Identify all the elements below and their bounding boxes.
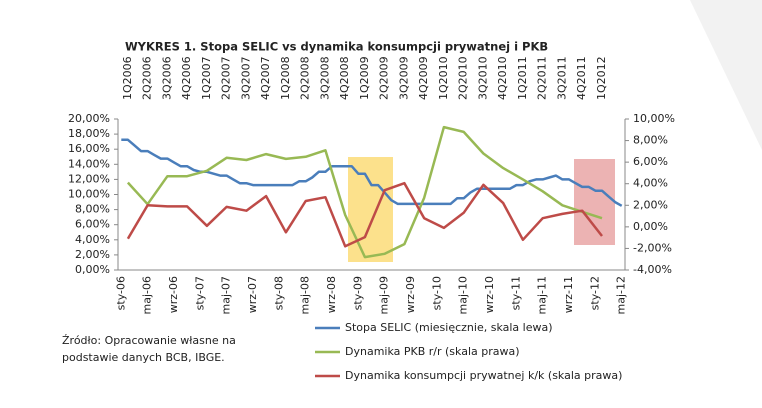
x2-tick-label: 3Q2010 [476,56,489,100]
x-tick-label: wrz-08 [325,276,338,313]
x2-tick-label: 3Q2007 [239,56,252,100]
x2-tick-label: 2Q2009 [378,56,391,100]
x2-tick-label: 1Q2011 [516,56,529,100]
y-tick-label: 0,00% [75,263,110,276]
x2-tick-label: 4Q2009 [417,56,430,100]
x2-tick-label: 2Q2006 [141,56,154,100]
x2-tick-label: 1Q2006 [121,56,134,100]
x-tick-label: maj-07 [220,276,233,314]
series-line [126,125,603,259]
y-tick-label: 2,00% [75,248,110,261]
x2-tick-label: 2Q2007 [220,56,233,100]
y2-tick-label: 8,00% [633,134,668,147]
highlight [574,159,615,245]
highlight [348,157,393,262]
y-tick-label: 8,00% [75,203,110,216]
source-note: Źródło: Opracowanie własne na [62,334,236,347]
x2-tick-label: 3Q2011 [555,56,568,100]
x-tick-label: maj-08 [299,276,312,314]
y-tick-label: 18,00% [68,127,110,140]
x2-tick-label: 2Q2008 [299,56,312,100]
chart-title: WYKRES 1. Stopa SELIC vs dynamika konsum… [125,40,548,54]
x2-tick-label: 3Q2006 [160,56,173,100]
x-tick-label: sty-12 [588,276,601,310]
x-tick-label: sty-07 [193,276,206,310]
x2-tick-label: 3Q2008 [318,56,331,100]
y2-tick-label: 4,00% [633,177,668,190]
legend-label: Dynamika konsumpcji prywatnej k/k (skala… [345,369,622,382]
x-tick-label: maj-11 [536,276,549,314]
x-tick-label: sty-06 [114,276,127,310]
x2-tick-label: 2Q2011 [536,56,549,100]
y-tick-label: 4,00% [75,233,110,246]
x-tick-label: maj-09 [378,276,391,314]
x2-tick-label: 1Q2007 [200,56,213,100]
y-tick-label: 20,00% [68,112,110,125]
x2-tick-label: 4Q2008 [338,56,351,100]
x2-tick-label: 1Q2009 [358,56,371,100]
source-note: podstawie danych BCB, IBGE. [62,351,225,364]
x2-tick-label: 1Q2008 [279,56,292,100]
x-tick-label: wrz-07 [246,276,259,313]
y2-tick-label: 2,00% [633,198,668,211]
y2-tick-label: 10,00% [633,112,675,125]
y2-tick-label: -2,00% [633,241,672,254]
x2-tick-label: 3Q2009 [397,56,410,100]
x-tick-label: wrz-09 [404,276,417,313]
decoration [690,0,762,150]
y-tick-label: 6,00% [75,218,110,231]
y2-tick-label: 0,00% [633,220,668,233]
x2-tick-label: 4Q2011 [575,56,588,100]
x2-tick-label: 1Q2010 [437,56,450,100]
legend-label: Dynamika PKB r/r (skala prawa) [345,345,520,358]
y2-tick-label: -4,00% [633,263,672,276]
x-tick-label: wrz-06 [167,276,180,313]
x2-tick-label: 2Q2010 [457,56,470,100]
x-tick-label: maj-06 [141,276,154,314]
legend-label: Stopa SELIC (miesięcznie, skala lewa) [345,321,553,334]
series-line [126,181,603,248]
x-tick-label: sty-11 [509,276,522,310]
x-tick-label: sty-10 [430,276,443,310]
x-tick-label: sty-09 [351,276,364,310]
x2-tick-label: 4Q2007 [259,56,272,100]
x-tick-label: maj-10 [457,276,470,314]
y-tick-label: 10,00% [68,188,110,201]
y2-tick-label: 6,00% [633,155,668,168]
y-tick-label: 16,00% [68,142,110,155]
x2-tick-label: 4Q2006 [180,56,193,100]
x2-tick-label: 1Q2012 [595,56,608,100]
x-tick-label: wrz-11 [562,276,575,313]
y-tick-label: 14,00% [68,157,110,170]
y-tick-label: 12,00% [68,172,110,185]
x-tick-label: sty-08 [272,276,285,310]
x2-tick-label: 4Q2010 [496,56,509,100]
x-tick-label: maj-12 [615,276,628,314]
x-tick-label: wrz-10 [483,276,496,313]
